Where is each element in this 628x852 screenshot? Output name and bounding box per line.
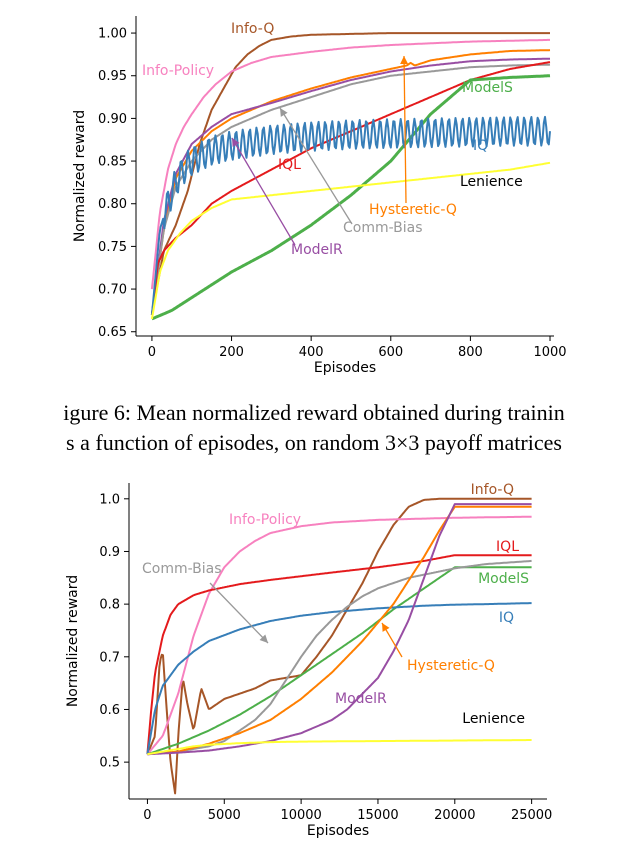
x-tick-label: 5000 [208,808,241,823]
series-label-hysteretic-q: Hysteretic-Q [407,658,495,674]
series-line-lenience [147,739,532,756]
series-label-info-q: Info-Q [231,21,274,37]
series-label-info-q: Info-Q [471,482,514,498]
x-axis-title: Episodes [307,823,369,839]
series-line-modelr [147,503,532,756]
x-tick-label: 10000 [280,808,321,823]
x-tick-label: 400 [299,345,324,360]
y-axis-title: Normalized reward [65,575,81,707]
series-label-iql: IQL [278,157,301,173]
series-label-lenience: Lenience [462,711,525,727]
y-tick-label: 0.7 [99,650,120,665]
x-tick-label: 800 [458,345,483,360]
arrow-comm-bias [279,107,353,225]
series-line-hysteretic-q [150,49,551,315]
x-tick-label: 25000 [511,808,552,823]
series-label-comm-bias: Comm-Bias [343,220,423,236]
y-tick-label: 1.0 [99,492,120,507]
y-tick-label: 1.00 [98,27,127,42]
y-tick-label: 0.65 [98,325,127,340]
y-tick-label: 0.6 [99,703,120,718]
series-line-models [151,74,551,321]
y-tick-label: 0.95 [98,69,127,84]
chart-top: 0 200 400 600 800 1000 0.65 0.70 0.75 0.80 0.85 0.9… [72,16,567,376]
series-line-iq [146,602,532,755]
x-axis-title: Episodes [314,360,376,376]
x-tick-label: 1000 [533,345,566,360]
series-line-comm-bias [150,63,551,315]
y-tick-label: 0.80 [98,197,127,212]
series-label-models: ModelS [462,80,513,96]
series-label-comm-bias: Comm-Bias [142,561,222,577]
y-tick-label: 0.75 [98,240,127,255]
arrow-modelr [231,137,296,246]
series-label-iq: IQ [473,138,488,154]
series-label-lenience: Lenience [460,174,523,190]
x-tick-label: 600 [378,345,403,360]
arrowhead-hysteretic-q [382,623,390,632]
arrow-hysteretic-q [403,55,407,204]
arrowhead-comm-bias [280,108,288,117]
series-label-hysteretic-q: Hysteretic-Q [369,202,457,218]
y-axis-title: Normalized reward [72,110,88,242]
x-tick-label: 200 [219,345,244,360]
arrowhead-hysteretic-q [400,56,409,65]
x-tick-label: 0 [143,808,151,823]
arrowhead-comm-bias [259,634,268,643]
y-tick-label: 0.70 [98,283,127,298]
x-tick-label: 20000 [434,808,475,823]
series-line-lenience [150,161,551,320]
series-line-info-q [146,497,532,795]
series-label-iq: IQ [499,610,514,626]
series-line-iq [150,115,551,315]
caption-line-2: s a function of episodes, on random 3×3 … [66,430,562,455]
x-tick-label: 0 [148,345,156,360]
arrow-comm-bias [209,582,269,644]
series-line-info-policy [150,38,550,290]
y-tick-label: 0.8 [99,598,120,613]
y-tick-label: 0.90 [98,112,127,127]
series-line-info-q [150,32,550,315]
x-tick-label: 15000 [357,808,398,823]
series-label-modelr: ModelR [291,242,343,258]
y-tick-label: 0.5 [99,756,120,771]
series-line-modelr [150,57,550,315]
series-label-info-policy: Info-Policy [229,512,301,528]
y-tick-label: 0.9 [99,545,120,560]
series-label-iql: IQL [496,539,519,555]
arrowhead-modelr [232,138,240,147]
series-line-hysteretic-q [147,505,532,756]
series-label-info-policy: Info-Policy [142,63,214,79]
series-label-modelr: ModelR [335,691,387,707]
series-label-models: ModelS [478,571,529,587]
caption-line-1: igure 6: Mean normalized reward obtained… [63,400,565,425]
series-line-iql [146,554,532,755]
chart-bottom: 0 5000 10000 15000 20000 25000 0.5 0.6 0.7 0.8 0.9… [65,482,552,839]
y-tick-label: 0.85 [98,155,127,170]
